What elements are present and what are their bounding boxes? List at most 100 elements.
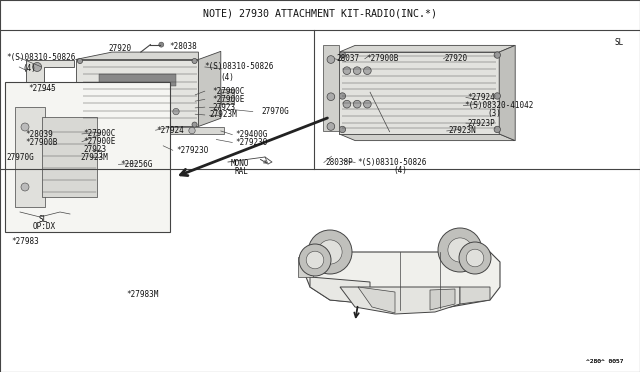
Bar — [108, 109, 115, 116]
Circle shape — [147, 108, 154, 115]
Polygon shape — [339, 45, 515, 52]
Text: *28039: *28039 — [26, 130, 53, 139]
Circle shape — [299, 244, 331, 276]
Circle shape — [353, 100, 361, 108]
Text: *28038: *28038 — [170, 42, 197, 51]
Circle shape — [448, 238, 472, 262]
Circle shape — [327, 56, 335, 63]
Circle shape — [494, 126, 500, 133]
Text: *(S)08310-50826: *(S)08310-50826 — [6, 53, 76, 62]
Text: (3): (3) — [488, 109, 502, 118]
Polygon shape — [340, 287, 460, 314]
Text: 27920: 27920 — [445, 54, 468, 63]
Bar — [76, 60, 198, 126]
Text: 27920: 27920 — [109, 44, 132, 53]
Text: ^280^ 0057: ^280^ 0057 — [586, 359, 624, 364]
Text: OP:DX: OP:DX — [33, 222, 56, 231]
Polygon shape — [51, 127, 224, 134]
Polygon shape — [430, 289, 455, 310]
Circle shape — [150, 127, 157, 134]
Polygon shape — [300, 252, 500, 307]
Text: *(S)08310-50826: *(S)08310-50826 — [357, 158, 426, 167]
Text: *27900B: *27900B — [26, 138, 58, 147]
Text: SL: SL — [38, 215, 47, 224]
Text: 27923: 27923 — [212, 103, 236, 112]
Text: SL: SL — [614, 38, 623, 47]
Circle shape — [21, 183, 29, 191]
Text: *27924: *27924 — [467, 93, 495, 102]
Text: *27983M: *27983M — [127, 290, 159, 299]
Circle shape — [77, 122, 83, 127]
Text: ^280^ 0057: ^280^ 0057 — [586, 359, 624, 364]
Polygon shape — [460, 287, 490, 304]
Bar — [86, 109, 94, 116]
Text: *27900E: *27900E — [212, 95, 245, 104]
Circle shape — [21, 123, 29, 131]
Circle shape — [438, 228, 482, 272]
Text: 27970G: 27970G — [6, 153, 34, 162]
Bar — [298, 257, 313, 277]
Circle shape — [308, 230, 352, 274]
Bar — [15, 107, 45, 207]
Text: *27983: *27983 — [12, 237, 39, 246]
Bar — [99, 74, 176, 86]
Circle shape — [353, 67, 361, 74]
Circle shape — [466, 249, 484, 267]
Bar — [42, 117, 97, 197]
Text: *27900C: *27900C — [212, 87, 245, 96]
Polygon shape — [26, 60, 74, 127]
Circle shape — [364, 67, 371, 74]
Text: *(S)08320-41042: *(S)08320-41042 — [465, 101, 534, 110]
Circle shape — [77, 58, 83, 64]
Polygon shape — [499, 45, 515, 141]
Text: *27945: *27945 — [29, 84, 56, 93]
Text: 27970G: 27970G — [261, 107, 289, 116]
Text: *28256G: *28256G — [120, 160, 153, 169]
Text: 27923M: 27923M — [209, 110, 237, 119]
Text: (4): (4) — [394, 166, 408, 174]
Text: *(S)08310-50826: *(S)08310-50826 — [205, 62, 274, 71]
Bar — [131, 109, 138, 116]
Circle shape — [306, 251, 324, 269]
Text: *27900B: *27900B — [366, 54, 399, 63]
Text: MONO: MONO — [230, 159, 249, 168]
Circle shape — [33, 62, 42, 71]
Bar — [221, 89, 234, 104]
Text: (4): (4) — [221, 73, 235, 81]
Text: NOTE) 27930 ATTACHMENT KIT-RADIO(INC.*): NOTE) 27930 ATTACHMENT KIT-RADIO(INC.*) — [203, 9, 437, 18]
Circle shape — [339, 126, 346, 133]
Text: *27923O: *27923O — [176, 146, 209, 155]
Text: *29400G: *29400G — [236, 130, 268, 139]
Circle shape — [327, 123, 335, 130]
Text: 27923N: 27923N — [448, 126, 476, 135]
Polygon shape — [358, 287, 395, 313]
Polygon shape — [198, 51, 221, 126]
Text: 27923P: 27923P — [467, 119, 495, 128]
Circle shape — [343, 100, 351, 108]
Bar — [339, 52, 499, 134]
Circle shape — [122, 108, 128, 115]
Circle shape — [339, 52, 346, 58]
Polygon shape — [339, 134, 515, 141]
Text: RAL: RAL — [234, 167, 248, 176]
Circle shape — [96, 108, 102, 115]
Text: 27923: 27923 — [83, 145, 106, 154]
Circle shape — [192, 58, 197, 64]
Circle shape — [327, 93, 335, 100]
Polygon shape — [310, 277, 370, 304]
Circle shape — [189, 127, 195, 134]
Bar — [119, 109, 127, 116]
Circle shape — [364, 100, 371, 108]
Text: *27900E: *27900E — [83, 137, 116, 146]
Text: 28037: 28037 — [336, 54, 359, 63]
Circle shape — [192, 122, 197, 127]
Circle shape — [112, 127, 118, 134]
Circle shape — [159, 42, 164, 47]
Circle shape — [343, 67, 351, 74]
Circle shape — [74, 127, 80, 134]
Circle shape — [33, 115, 42, 124]
Text: *27923O: *27923O — [236, 138, 268, 147]
Circle shape — [494, 52, 500, 58]
Circle shape — [318, 240, 342, 264]
Circle shape — [494, 93, 500, 99]
